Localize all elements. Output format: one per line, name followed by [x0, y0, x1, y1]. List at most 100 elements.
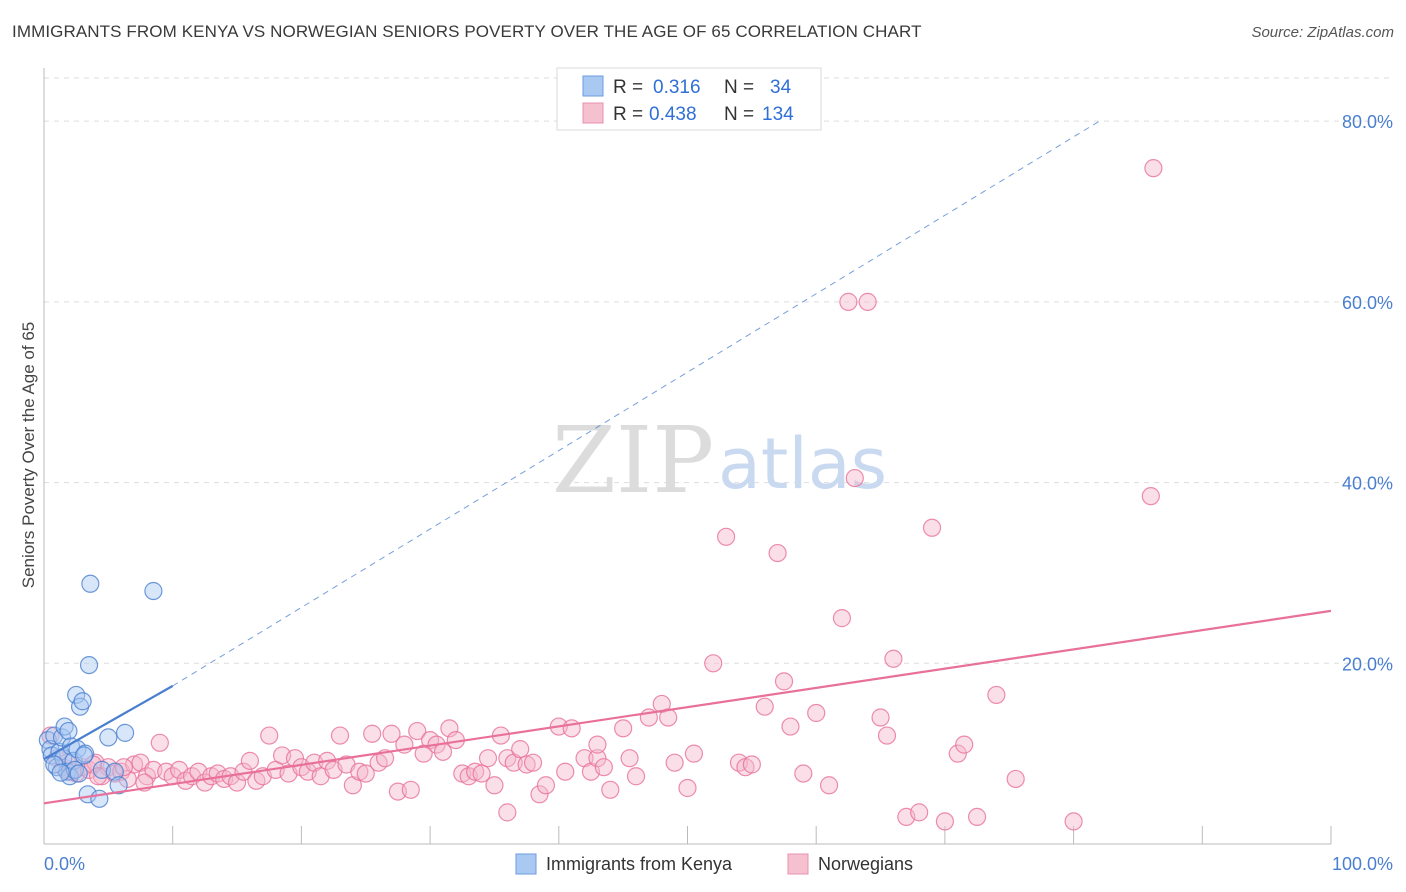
- norwegians-point-103: [781, 717, 800, 736]
- y-tick-label-2: 60.0%: [1342, 293, 1393, 313]
- bottom-legend-swatch-kenya: [515, 853, 537, 875]
- norwegians-point-109: [845, 468, 864, 488]
- norwegians-point-83: [588, 749, 607, 768]
- norwegians-point-92: [665, 753, 684, 772]
- norwegians-point-129: [114, 758, 133, 777]
- series-legend: Immigrants from Kenya Norwegians: [515, 853, 913, 875]
- norwegians-point-68: [478, 749, 498, 768]
- kenya-point-10: [59, 721, 78, 741]
- norwegians-point-111: [871, 708, 890, 727]
- kenya-point-29: [115, 723, 135, 742]
- norwegians-point-120: [967, 807, 987, 826]
- y-tick-label-1: 40.0%: [1342, 474, 1393, 494]
- kenya-point-17: [69, 764, 88, 783]
- norwegians-point-93: [678, 778, 697, 798]
- legend-r-norwegians: 0.438: [649, 104, 697, 125]
- x-tick-labels: 0.0% 100.0%: [44, 854, 1393, 874]
- norwegians-point-105: [807, 703, 826, 723]
- norwegians-point-66: [466, 762, 485, 781]
- norwegians-point-121: [987, 685, 1006, 705]
- norwegians-trend-line: [43, 609, 1332, 805]
- norwegians-point-132: [498, 803, 517, 822]
- kenya-point-19: [73, 692, 92, 711]
- kenya-point-33: [74, 746, 93, 765]
- norwegians-point-104: [794, 764, 813, 783]
- kenya-point-26: [99, 728, 118, 747]
- norwegians-point-95: [704, 654, 723, 673]
- norwegians-point-62: [440, 719, 459, 738]
- y-tick-label-3: 80.0%: [1342, 112, 1393, 132]
- kenya-trend-line: [43, 684, 174, 761]
- trend-lines: [43, 120, 1332, 805]
- norwegians-point-118: [948, 744, 967, 763]
- norwegians-point-86: [614, 719, 633, 738]
- bottom-legend-kenya: Immigrants from Kenya: [546, 854, 733, 874]
- legend-swatch-norwegians: [582, 102, 604, 124]
- norwegians-point-45: [330, 726, 350, 745]
- y-axis-label: Seniors Poverty Over the Age of 65: [19, 322, 38, 588]
- norwegians-point-96: [717, 527, 736, 546]
- kenya-point-30: [144, 581, 163, 601]
- norwegians-point-87: [620, 749, 639, 768]
- y-tick-label-0: 20.0%: [1342, 654, 1393, 674]
- norwegians-point-117: [935, 812, 955, 831]
- norwegians-point-106: [819, 776, 839, 795]
- norwegians-point-76: [530, 785, 549, 804]
- chart-title: IMMIGRANTS FROM KENYA VS NORWEGIAN SENIO…: [12, 22, 922, 41]
- norwegians-point-57: [408, 721, 427, 741]
- norwegians-point-88: [626, 767, 646, 786]
- norwegians-point-69: [485, 776, 504, 795]
- legend-n-norwegians: 134: [762, 104, 794, 125]
- norwegians-point-122: [1006, 769, 1025, 789]
- legend-n-label-kenya: N =: [724, 77, 754, 98]
- kenya-point-22: [81, 574, 100, 593]
- legend-r-kenya: 0.316: [653, 77, 701, 98]
- legend-swatch-kenya: [582, 75, 604, 97]
- norwegians-point-119: [955, 735, 974, 754]
- norwegians-point-53: [382, 724, 401, 743]
- norwegians-point-84: [594, 758, 613, 777]
- axes: [43, 68, 1332, 845]
- kenya-point-28: [109, 776, 128, 795]
- norwegians-point-116: [922, 518, 942, 537]
- norwegians-point-100: [755, 697, 774, 716]
- norwegians-point-67: [472, 764, 491, 783]
- norwegians-point-49: [356, 764, 375, 783]
- norwegians-point-85: [601, 780, 620, 799]
- norwegians-point-80: [562, 719, 581, 738]
- norwegians-point-101: [768, 543, 787, 563]
- x-tick-label-0: 0.0%: [44, 854, 85, 874]
- kenya-point-23: [78, 785, 97, 804]
- kenya-point-27: [105, 762, 124, 781]
- norwegians-point-133: [588, 735, 607, 754]
- legend-n-label-norwegians: N =: [724, 104, 754, 125]
- norwegians-point-107: [832, 609, 852, 628]
- legend-r-label-norwegians: R =: [613, 104, 643, 125]
- kenya-trend-extension: [172, 120, 1100, 687]
- legend-r-label-kenya: R =: [613, 77, 643, 98]
- norwegians-point-34: [260, 726, 279, 745]
- norwegians-point-94: [684, 744, 704, 763]
- norwegians-point-123: [1064, 812, 1083, 831]
- stats-legend: R = 0.316 N = 34 R = 0.438 N = 134: [556, 67, 822, 131]
- y-tick-labels: 20.0% 40.0% 60.0% 80.0%: [1342, 112, 1393, 674]
- norwegians-point-50: [363, 724, 382, 743]
- watermark-zip: ZIP: [552, 407, 714, 514]
- norwegians-point-115: [910, 803, 929, 822]
- norwegians-point-108: [839, 292, 858, 311]
- gridlines: [44, 77, 1392, 664]
- norwegians-point-73: [511, 740, 530, 759]
- norwegians-point-79: [556, 762, 575, 781]
- norwegians-point-113: [884, 649, 903, 668]
- norwegians-point-77: [536, 776, 556, 795]
- kenya-point-21: [79, 656, 99, 675]
- norwegians-point-74: [517, 755, 536, 774]
- norwegians-point-48: [350, 762, 369, 781]
- legend-n-kenya: 34: [770, 77, 792, 98]
- norwegians-point-31: [240, 751, 260, 770]
- watermark-atlas: atlas: [718, 423, 887, 505]
- norwegians-point-110: [858, 292, 877, 311]
- norwegians-point-13: [124, 755, 144, 774]
- norwegians-point-56: [401, 780, 420, 799]
